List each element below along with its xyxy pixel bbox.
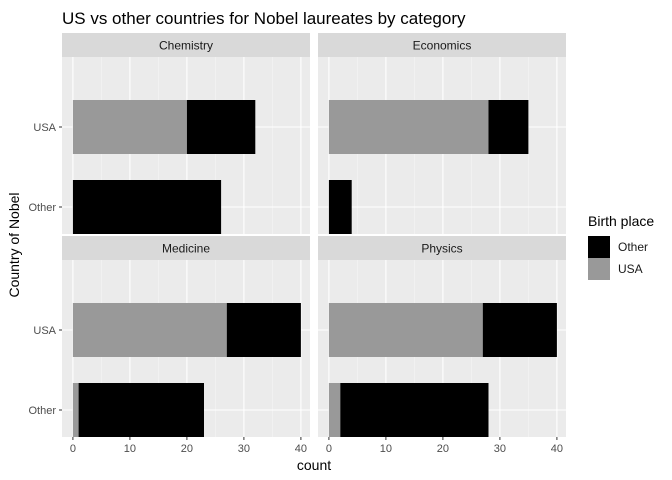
bar-medicine-usa-other: [226, 303, 301, 357]
facet-panels: Chemistry USA Other Economics Medicine USA Oth…: [28, 33, 566, 455]
facet-strip-economics: [318, 33, 566, 57]
facet-strip-chemistry: [62, 33, 310, 57]
bar-physics-usa-other: [482, 303, 557, 357]
legend-label-usa: USA: [618, 262, 643, 276]
legend: Birth place Other USA: [588, 213, 654, 280]
x-tick-label-20: 20: [437, 443, 449, 455]
bar-chemistry-usa-usa: [72, 100, 187, 154]
facet-label-economics: Economics: [413, 39, 472, 53]
y-tick-label-usa: USA: [33, 325, 56, 337]
bar-economics-usa-usa: [328, 100, 489, 154]
bar-medicine-other-usa: [72, 383, 79, 437]
facet-label-physics: Physics: [421, 242, 462, 256]
bar-economics-usa-other: [488, 100, 529, 154]
x-tick-label-40: 40: [295, 443, 307, 455]
bar-physics-other-other: [340, 383, 489, 437]
y-axis-label: Country of Nobel: [6, 192, 22, 297]
x-axis-label: count: [297, 457, 331, 473]
facet-label-medicine: Medicine: [162, 242, 210, 256]
bar-chemistry-other-other: [72, 180, 222, 234]
bar-physics-other-usa: [328, 383, 341, 437]
legend-key-other: [588, 236, 610, 258]
bar-medicine-usa-usa: [72, 303, 227, 357]
x-tick-label-30: 30: [494, 443, 506, 455]
bar-economics-other-other: [328, 180, 352, 234]
x-tick-label-30: 30: [238, 443, 250, 455]
legend-label-other: Other: [618, 240, 648, 254]
facet-strip-medicine: [62, 236, 310, 260]
bar-medicine-other-other: [78, 383, 204, 437]
y-tick-label-other: Other: [28, 202, 56, 214]
legend-key-usa: [588, 258, 610, 280]
bar-physics-usa-usa: [328, 303, 483, 357]
x-tick-label-10: 10: [380, 443, 392, 455]
y-tick-label-usa: USA: [33, 122, 56, 134]
x-tick-label-10: 10: [124, 443, 136, 455]
bar-chemistry-usa-other: [186, 100, 256, 154]
x-tick-label-0: 0: [326, 443, 332, 455]
x-tick-label-0: 0: [70, 443, 76, 455]
facet-strip-physics: [318, 236, 566, 260]
legend-title: Birth place: [588, 213, 654, 229]
y-tick-label-other: Other: [28, 405, 56, 417]
facet-label-chemistry: Chemistry: [159, 39, 213, 53]
x-tick-label-40: 40: [551, 443, 563, 455]
x-tick-label-20: 20: [181, 443, 193, 455]
chart-title: US vs other countries for Nobel laureate…: [62, 9, 466, 28]
